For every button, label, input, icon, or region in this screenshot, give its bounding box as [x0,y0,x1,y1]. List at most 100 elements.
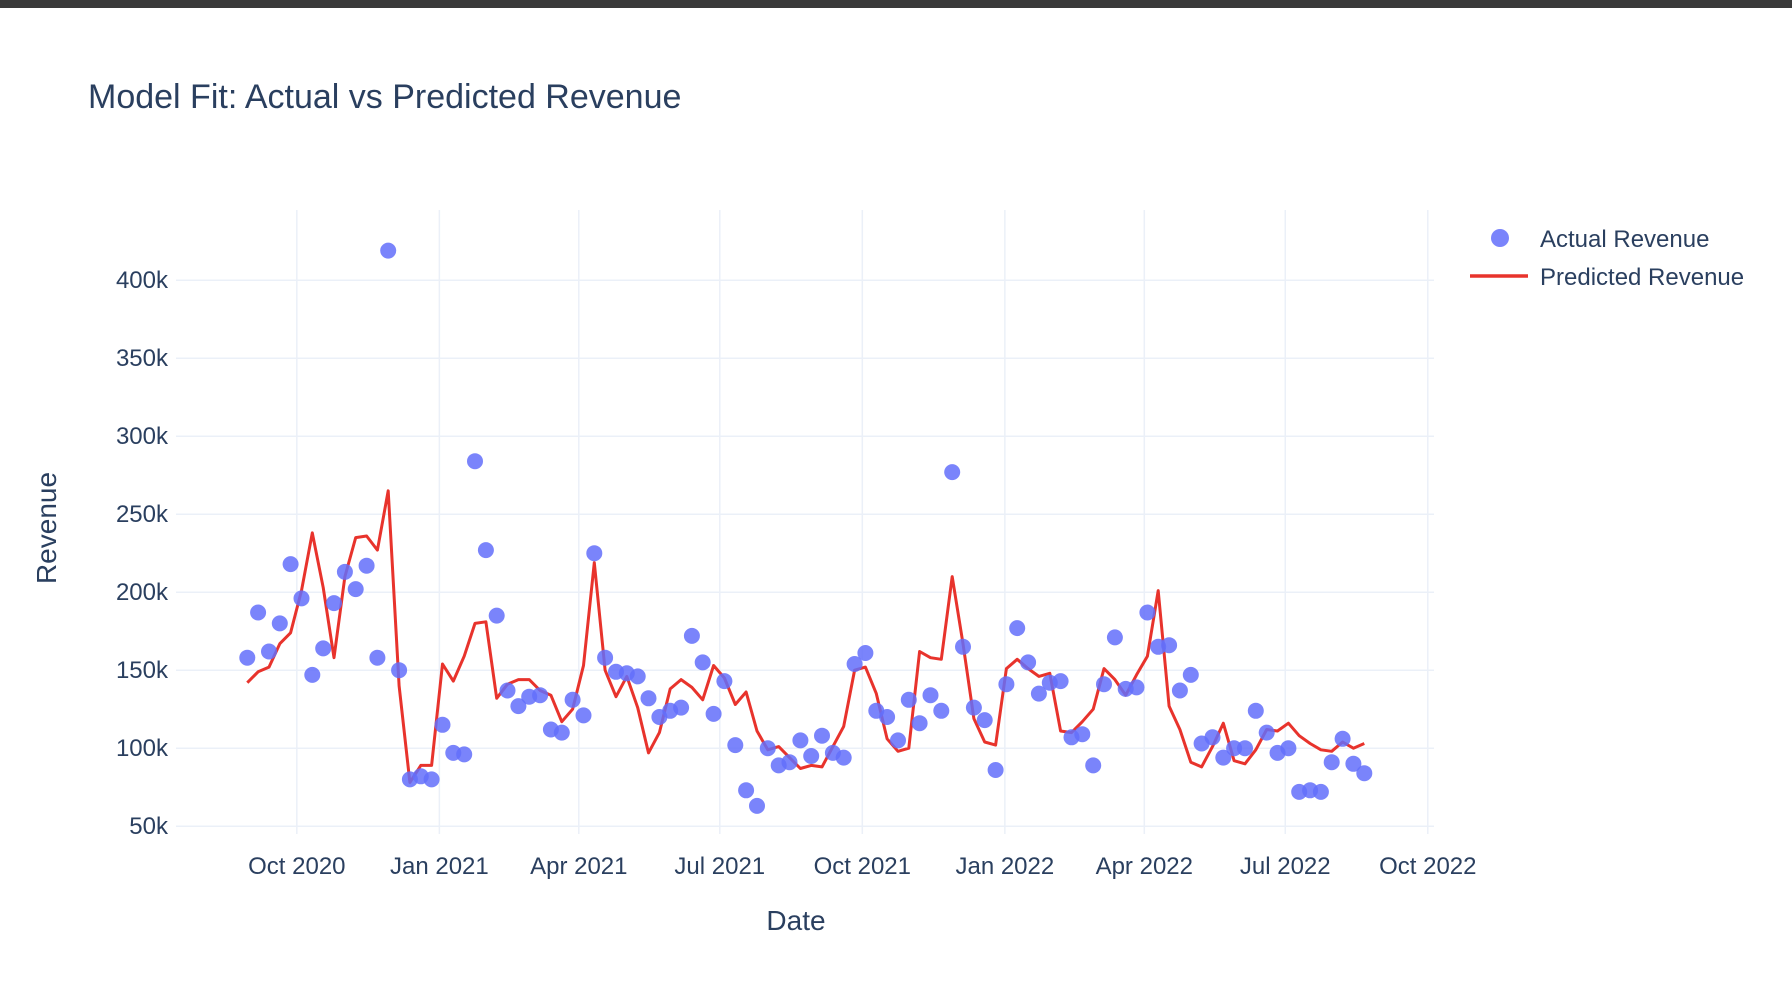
actual-revenue-point [271,615,288,632]
legend-label-actual: Actual Revenue [1540,226,1709,253]
actual-revenue-point [1030,685,1047,702]
actual-revenue-point [944,464,961,481]
actual-revenue-point [434,716,451,733]
actual-revenue-point [857,645,874,661]
actual-revenue-point [738,782,755,799]
actual-revenue-point [456,746,473,763]
chart-title: Model Fit: Actual vs Predicted Revenue [88,78,681,116]
actual-revenue-point [1096,676,1112,693]
actual-revenue-point [1020,654,1037,671]
legend-item-actual[interactable]: Actual Revenue [1491,226,1709,253]
actual-revenue-point [1171,682,1188,699]
actual-revenue-point [759,740,776,757]
y-axis-title: Revenue [31,472,62,584]
actual-revenue-point [304,666,321,683]
x-tick-label-8: Oct 2022 [1379,853,1476,880]
actual-revenue-point [640,690,657,707]
actual-revenue-point [1237,740,1253,757]
y-tick-label-1: 100k [116,735,169,762]
actual-revenue-point [1204,729,1221,746]
y-tick-label-6: 350k [116,345,169,372]
actual-revenue-point [705,705,722,722]
y-tick-label-5: 300k [116,423,169,450]
actual-revenue-point [575,707,592,724]
actual-revenue-point [467,453,483,470]
actual-revenue-point [814,727,830,744]
actual-revenue-point [1074,726,1091,743]
actual-revenue-point [922,687,939,704]
actual-revenue-point [1085,757,1102,774]
actual-revenue-series [239,242,1373,814]
actual-revenue-point [1345,755,1362,772]
y-tick-labels: 50k 100k 150k 200k 250k 300k 350k 400k [116,267,169,840]
actual-revenue-point [1312,783,1329,800]
actual-revenue-point [673,699,690,716]
legend-item-predicted[interactable]: Predicted Revenue [1470,264,1744,291]
actual-revenue-point [933,702,950,719]
actual-revenue-point [900,691,917,708]
actual-revenue-point [499,682,516,699]
actual-revenue-point [976,712,993,729]
actual-revenue-point [987,762,1004,778]
x-tick-labels: Oct 2020 Jan 2021 Apr 2021 Jul 2021 Oct 2021… [248,853,1476,880]
y-tick-label-2: 150k [116,657,169,684]
actual-revenue-point [1356,765,1373,782]
x-gridlines [296,210,1429,834]
y-tick-label-4: 250k [116,501,169,528]
actual-revenue-point [380,242,397,259]
predicted-revenue-series [246,489,1365,784]
actual-revenue-point [781,754,798,771]
actual-revenue-point [1323,754,1340,771]
actual-revenue-point [792,732,809,749]
legend[interactable]: Actual Revenue Predicted Revenue [1470,226,1744,291]
actual-revenue-point [564,691,581,708]
actual-revenue-point [326,595,342,612]
actual-revenue-point [510,698,527,715]
actual-revenue-point [358,557,375,574]
actual-revenue-point [890,732,906,749]
y-gridlines [176,279,1434,827]
actual-revenue-point [369,649,386,666]
actual-revenue-point [250,604,267,621]
actual-revenue-point [1334,730,1351,747]
x-tick-label-6: Apr 2022 [1096,853,1193,880]
actual-revenue-point [803,748,820,764]
x-tick-label-0: Oct 2020 [248,853,345,880]
actual-revenue-point [347,581,364,598]
actual-revenue-point [1215,749,1232,766]
actual-revenue-point [749,797,765,814]
x-tick-label-1: Jan 2021 [390,853,489,880]
actual-revenue-point [1161,637,1178,654]
actual-revenue-point [629,668,646,685]
actual-revenue-point [282,556,299,573]
actual-revenue-point [1106,629,1123,646]
actual-revenue-point [716,673,733,690]
predicted-revenue-line [246,489,1365,784]
actual-revenue-point [1128,679,1145,696]
actual-revenue-point [477,542,494,559]
actual-revenue-point [239,649,256,666]
actual-revenue-point [1139,604,1156,621]
x-axis-title: Date [766,905,825,936]
actual-revenue-point [727,737,744,754]
x-tick-label-3: Jul 2021 [674,853,765,880]
actual-revenue-point [532,687,549,704]
x-tick-label-5: Jan 2022 [955,853,1054,880]
actual-revenue-point [911,715,928,732]
actual-revenue-point [965,699,982,716]
actual-revenue-point [391,662,408,679]
actual-revenue-point [336,563,353,580]
y-tick-label-3: 200k [116,579,169,606]
legend-label-predicted: Predicted Revenue [1540,264,1744,291]
window-top-strip [0,0,1792,8]
actual-revenue-point [488,607,505,624]
actual-revenue-point [683,627,700,644]
actual-revenue-point [955,638,971,655]
actual-revenue-point [835,749,852,766]
actual-revenue-point [553,724,570,741]
actual-revenue-point [879,709,896,725]
y-tick-label-7: 400k [116,267,169,294]
actual-revenue-point [1247,702,1264,719]
actual-revenue-point [998,676,1015,693]
